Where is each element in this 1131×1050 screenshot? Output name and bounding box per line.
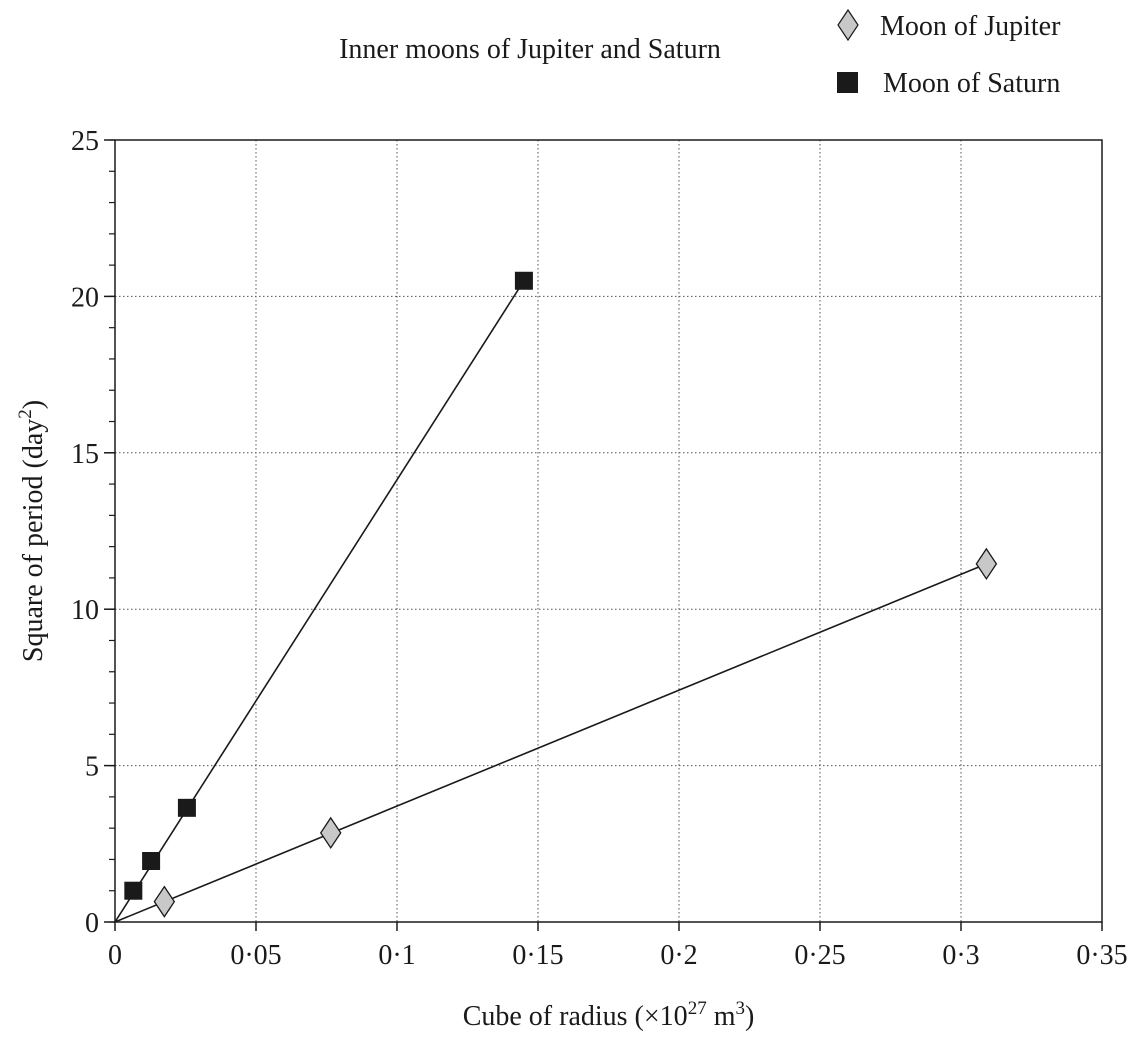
- legend-square-marker: [837, 72, 858, 93]
- y-tick-label: 10: [71, 595, 99, 626]
- x-axis-title: Cube of radius (×1027 m3): [463, 998, 755, 1032]
- x-tick-label: 0: [108, 940, 122, 971]
- x-tick-label: 0·3: [942, 940, 979, 971]
- y-tick-label: 15: [71, 439, 99, 470]
- axis-ticks: [104, 139, 1103, 931]
- jupiter-moon-point: [975, 547, 998, 581]
- fit-lines: [114, 280, 987, 923]
- saturn-moon-point: [514, 271, 533, 290]
- jupiter-moon-point: [153, 885, 176, 918]
- tick-labels: 0 0·05 0·1 0·15 0·2 0·25 0·3 0·35 0 5 10 15 20 25: [71, 126, 1128, 971]
- jupiter-moon-point: [319, 816, 342, 850]
- legend-item-saturn: Moon of Saturn: [837, 68, 1060, 99]
- y-axis-title: Square of period (day2): [15, 400, 49, 662]
- y-tick-label: 5: [85, 752, 99, 783]
- saturn-moon-point: [124, 881, 143, 900]
- x-tick-label: 0·35: [1076, 940, 1127, 971]
- y-tick-label: 25: [71, 126, 99, 157]
- saturn-moon-point: [177, 798, 196, 817]
- fit-line-jupiter: [114, 563, 987, 923]
- x-tick-label: 0·25: [794, 940, 845, 971]
- y-tick-label: 0: [85, 908, 99, 939]
- fit-line-saturn: [114, 280, 525, 923]
- x-tick-label: 0·1: [378, 940, 415, 971]
- plot-frame: [114, 139, 1103, 923]
- legend-item-jupiter: Moon of Jupiter: [837, 8, 1061, 42]
- legend: Moon of Jupiter Moon of Saturn: [837, 8, 1061, 99]
- x-tick-label: 0·2: [660, 940, 697, 971]
- y-tick-label: 20: [71, 282, 99, 313]
- x-tick-label: 0·15: [512, 940, 563, 971]
- chart-title: Inner moons of Jupiter and Saturn: [339, 34, 721, 65]
- legend-diamond-marker: [837, 8, 859, 42]
- legend-label-saturn: Moon of Saturn: [883, 68, 1060, 99]
- grid: [115, 140, 1102, 922]
- legend-label-jupiter: Moon of Jupiter: [880, 11, 1061, 42]
- x-tick-label: 0·05: [230, 940, 281, 971]
- saturn-moon-point: [142, 852, 161, 871]
- data-points: [124, 271, 998, 918]
